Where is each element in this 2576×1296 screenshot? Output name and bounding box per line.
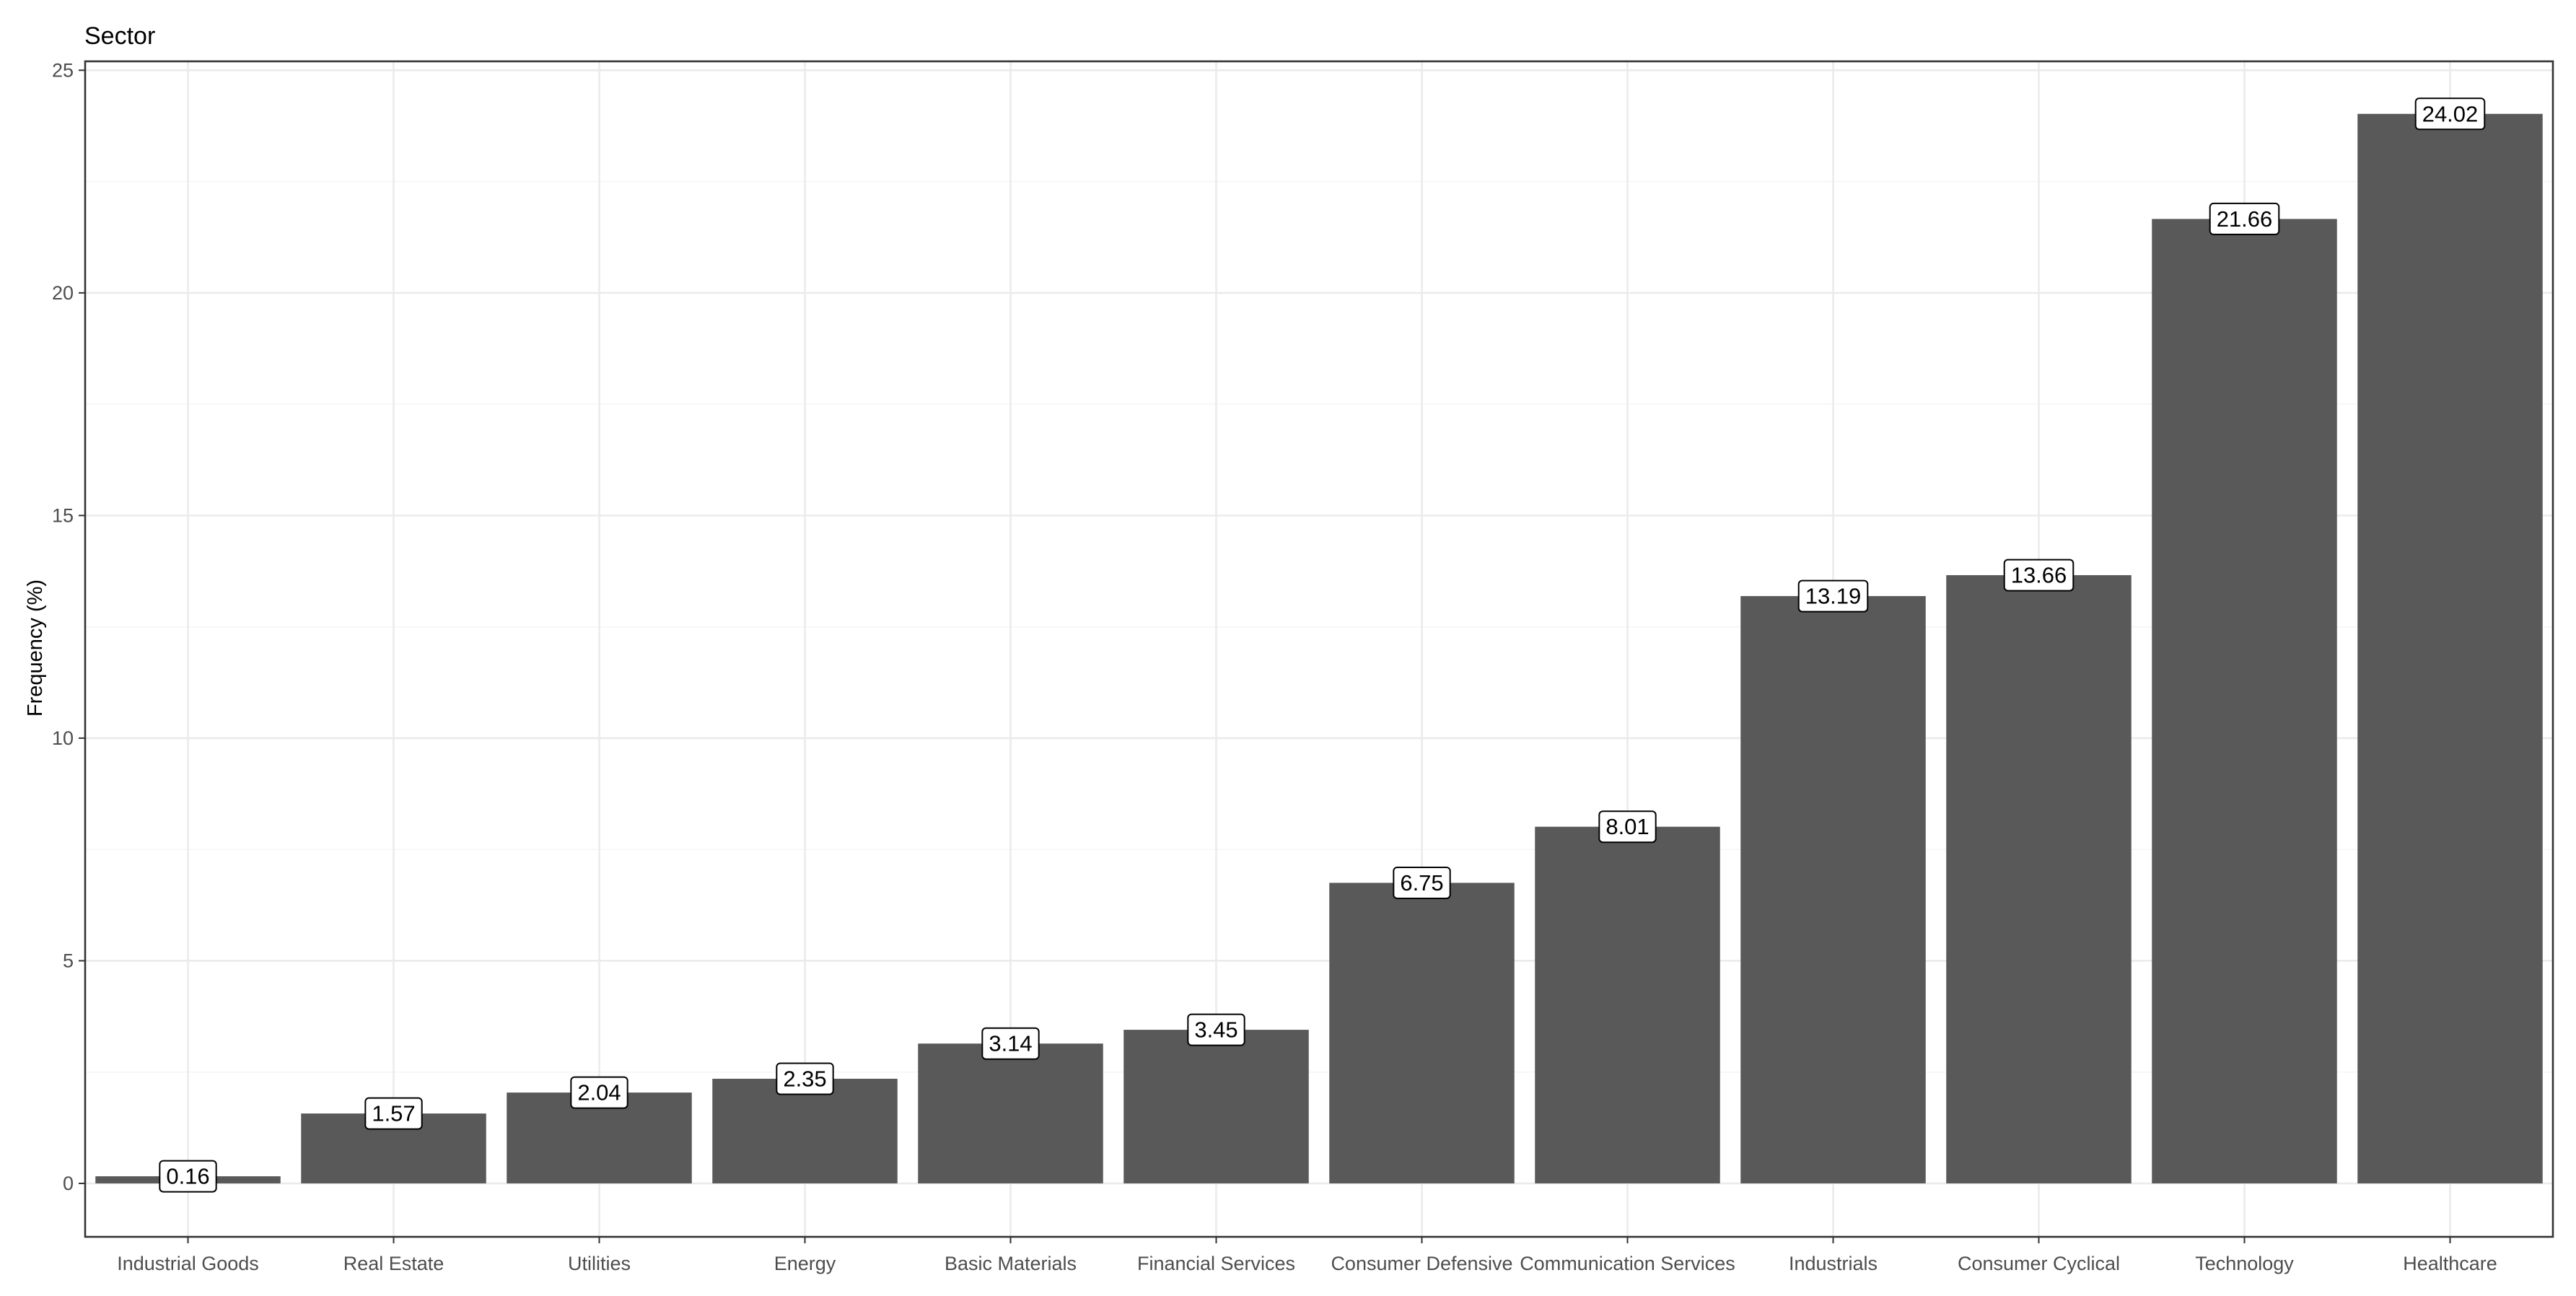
x-tick-label: Real Estate	[343, 1253, 444, 1274]
bar	[1535, 826, 1720, 1183]
x-tick-label: Basic Materials	[945, 1253, 1077, 1274]
y-tick-label: 25	[52, 59, 74, 81]
y-tick-label: 10	[52, 727, 74, 749]
data-label: 6.75	[1393, 866, 1451, 899]
data-label: 3.45	[1187, 1013, 1245, 1046]
data-label-text: 21.66	[2217, 206, 2273, 232]
data-label-box	[776, 1062, 834, 1095]
data-label: 8.01	[1598, 810, 1657, 844]
x-tick-label: Technology	[2195, 1253, 2294, 1274]
x-tick-label: Energy	[774, 1253, 836, 1274]
data-label-text: 24.02	[2422, 101, 2479, 126]
data-label-box	[2414, 97, 2486, 131]
data-label: 1.57	[364, 1097, 423, 1130]
data-label: 0.16	[159, 1160, 217, 1193]
x-tick-label: Utilities	[568, 1253, 631, 1274]
x-tick-label: Communication Services	[1520, 1253, 1735, 1274]
y-tick-label: 15	[52, 504, 74, 526]
bars	[95, 113, 2543, 1183]
x-tick-label: Healthcare	[2403, 1253, 2497, 1274]
data-label: 13.19	[1797, 579, 1869, 613]
data-label-box	[1187, 1013, 1245, 1046]
x-tick-label: Financial Services	[1137, 1253, 1295, 1274]
bar	[2152, 219, 2337, 1183]
data-label-box	[1598, 810, 1657, 844]
data-label: 13.66	[2003, 559, 2075, 592]
data-label-text: 0.16	[166, 1164, 209, 1189]
data-label-text: 13.66	[2011, 563, 2067, 588]
data-label-box	[2003, 559, 2075, 592]
bar	[1740, 596, 1926, 1183]
bar	[2357, 113, 2543, 1183]
y-axis-title: Frequency (%)	[24, 579, 47, 717]
data-label-text: 13.19	[1805, 584, 1862, 609]
data-label-text: 3.14	[989, 1031, 1032, 1056]
data-label-box	[364, 1097, 423, 1130]
chart-title: Sector	[84, 22, 155, 50]
data-label-text: 6.75	[1400, 870, 1443, 896]
data-label-box	[1797, 579, 1869, 613]
data-label: 3.14	[981, 1027, 1040, 1060]
data-label-box	[1393, 866, 1451, 899]
y-tick-label: 5	[63, 950, 74, 971]
bar	[1946, 575, 2132, 1183]
bar	[1123, 1030, 1309, 1183]
y-tick-label: 0	[63, 1173, 74, 1194]
data-label-box	[2209, 202, 2280, 235]
bar	[918, 1043, 1103, 1183]
data-labels: 0.16 1.57 2.04 2.35 3.14 3.45 6.75 8.01 13.19 13.…	[159, 97, 2486, 1193]
data-label: 24.02	[2414, 97, 2486, 131]
x-tick-label: Consumer Defensive	[1331, 1253, 1512, 1274]
panel-border	[84, 60, 2554, 1238]
data-label: 2.04	[570, 1076, 628, 1109]
data-label-text: 3.45	[1194, 1017, 1237, 1043]
data-label-box	[159, 1160, 217, 1193]
x-axis: Industrial Goods Real Estate Utilities Ener…	[117, 1237, 2497, 1274]
y-axis: 0 5 10 15 20 25	[52, 59, 85, 1194]
y-tick-label: 20	[52, 282, 74, 304]
x-tick-label: Industrial Goods	[117, 1253, 259, 1274]
data-label-box	[570, 1076, 628, 1109]
data-label-text: 8.01	[1605, 814, 1649, 839]
data-label: 21.66	[2209, 202, 2280, 235]
data-label-text: 2.35	[783, 1066, 826, 1091]
data-label-text: 1.57	[372, 1101, 415, 1126]
data-label-text: 2.04	[577, 1080, 621, 1105]
data-label-box	[981, 1027, 1040, 1060]
bar	[712, 1078, 898, 1183]
x-tick-label: Consumer Cyclical	[1958, 1253, 2120, 1274]
data-label: 2.35	[776, 1062, 834, 1095]
x-tick-label: Industrials	[1789, 1253, 1878, 1274]
bar	[1329, 883, 1515, 1183]
